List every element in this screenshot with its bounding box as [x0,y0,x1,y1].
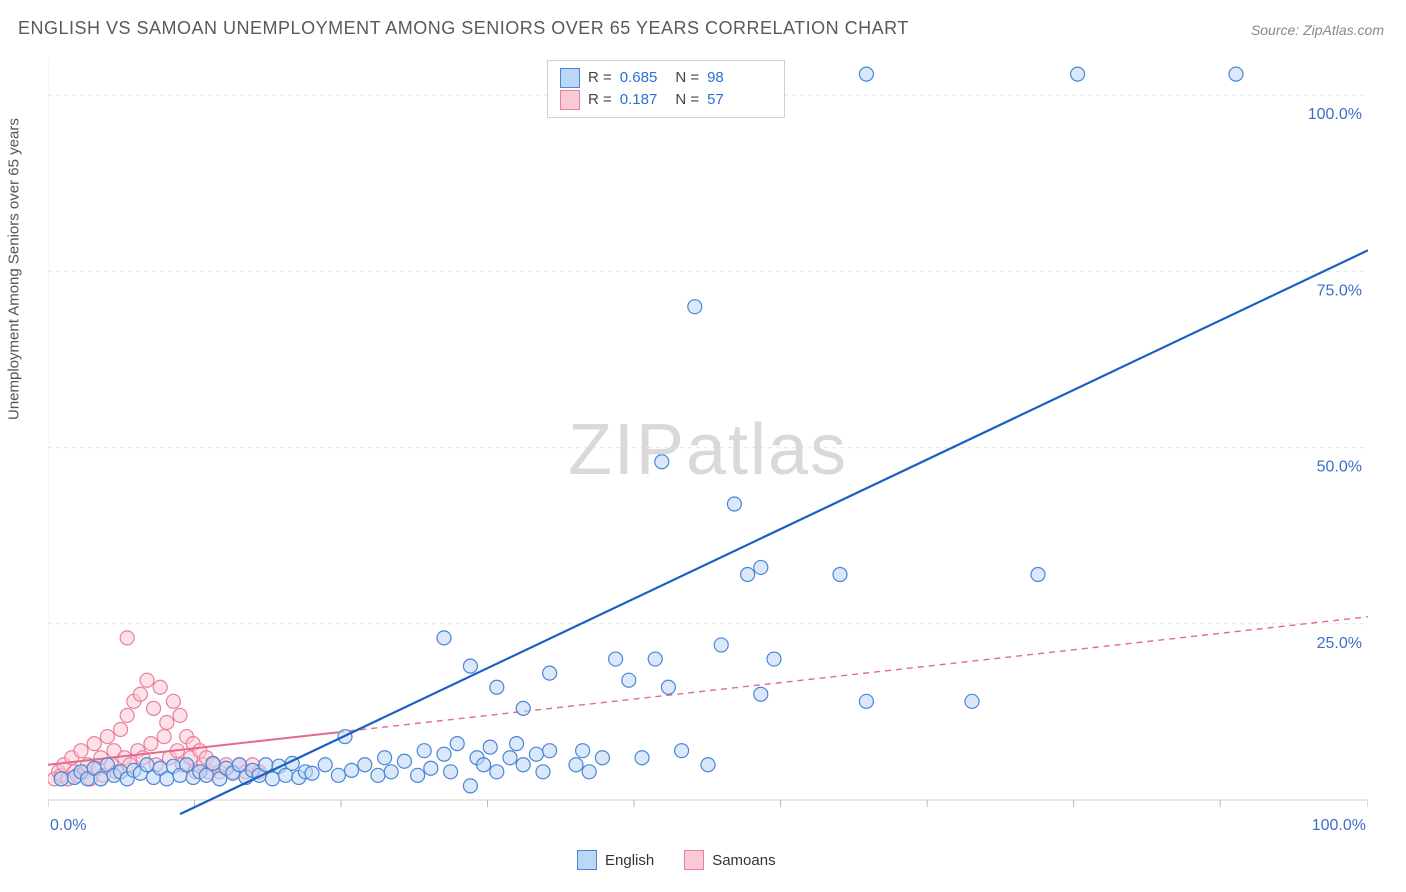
legend-swatch-english [577,850,597,870]
legend-item-samoans: Samoans [684,850,775,870]
stat-n-label: N = [675,89,699,111]
correlation-stats-box: R = 0.685 N = 98 R = 0.187 N = 57 [547,60,785,118]
legend-bottom: English Samoans [577,850,776,870]
stat-r-label: R = [588,89,612,111]
svg-text:25.0%: 25.0% [1317,635,1362,652]
swatch-english [560,68,580,88]
stat-n-label: N = [675,67,699,89]
source-name: ZipAtlas.com [1303,22,1384,38]
swatch-samoans [560,90,580,110]
scatter-plot-svg: 25.0% 50.0% 75.0% 100.0% 0.0% 100.0% [48,60,1368,840]
svg-text:100.0%: 100.0% [1308,106,1362,123]
stat-r-english: 0.685 [620,67,658,89]
chart-title: ENGLISH VS SAMOAN UNEMPLOYMENT AMONG SEN… [18,18,909,39]
chart-area: 25.0%50.0%75.0%100.0%0.0%100.0% ZIPatlas [48,60,1368,840]
stat-r-samoans: 0.187 [620,89,658,111]
stat-n-samoans: 57 [707,89,724,111]
legend-swatch-samoans [684,850,704,870]
svg-text:75.0%: 75.0% [1317,282,1362,299]
svg-text:50.0%: 50.0% [1317,459,1362,476]
legend-label-english: English [605,852,654,869]
source-attribution: Source: ZipAtlas.com [1251,22,1384,38]
stats-row-samoans: R = 0.187 N = 57 [560,89,772,111]
legend-item-english: English [577,850,654,870]
source-prefix: Source: [1251,22,1303,38]
y-axis-label: Unemployment Among Seniors over 65 years [6,118,23,420]
svg-text:0.0%: 0.0% [50,817,86,834]
svg-text:100.0%: 100.0% [1312,817,1366,834]
stat-r-label: R = [588,67,612,89]
stat-n-english: 98 [707,67,724,89]
stats-row-english: R = 0.685 N = 98 [560,67,772,89]
legend-label-samoans: Samoans [712,852,775,869]
